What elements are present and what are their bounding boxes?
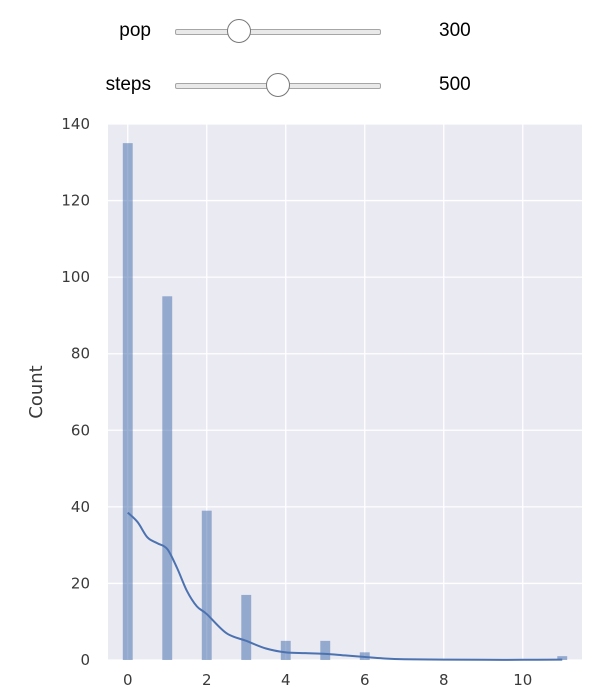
steps-label: steps	[105, 74, 151, 95]
pop-slider-row: pop 300	[0, 12, 615, 52]
pop-value: 300	[439, 20, 471, 41]
y-tick-label: 20	[71, 574, 90, 592]
histogram-bar	[122, 143, 133, 661]
x-tick-labels: 0 2 4 6 8 10	[123, 671, 532, 689]
histogram-bar	[557, 656, 568, 660]
y-tick-label: 100	[61, 268, 90, 286]
steps-value: 500	[439, 74, 471, 95]
y-tick-label: 80	[71, 345, 90, 363]
grid-lines	[108, 123, 582, 661]
steps-slider-row: steps 500	[0, 66, 615, 106]
histogram-bar	[320, 640, 331, 660]
y-tick-label: 60	[71, 421, 90, 439]
y-tick-label: 40	[71, 498, 90, 516]
histogram-bar	[241, 594, 252, 660]
x-tick-label: 0	[123, 671, 133, 689]
x-tick-label: 6	[360, 671, 370, 689]
kde-curve	[127, 511, 563, 661]
pop-slider-thumb[interactable]	[226, 19, 251, 43]
x-tick-label: 2	[202, 671, 212, 689]
y-tick-label: 120	[61, 192, 90, 210]
x-tick-label: 4	[281, 671, 291, 689]
y-tick-label: 0	[80, 651, 90, 669]
pop-label: pop	[119, 20, 151, 41]
plot-background	[108, 124, 582, 660]
histogram-bar	[280, 640, 291, 660]
histogram-bar	[201, 510, 212, 660]
y-axis-label: Count	[26, 365, 47, 418]
steps-slider-thumb[interactable]	[266, 73, 290, 97]
x-tick-label: 8	[439, 671, 449, 689]
pop-slider-track[interactable]	[175, 29, 381, 35]
y-tick-label: 140	[61, 115, 90, 133]
y-tick-labels: 0 20 40 60 80 100 120 140	[61, 115, 90, 669]
x-tick-label: 10	[513, 671, 532, 689]
histogram-bar	[162, 296, 173, 660]
